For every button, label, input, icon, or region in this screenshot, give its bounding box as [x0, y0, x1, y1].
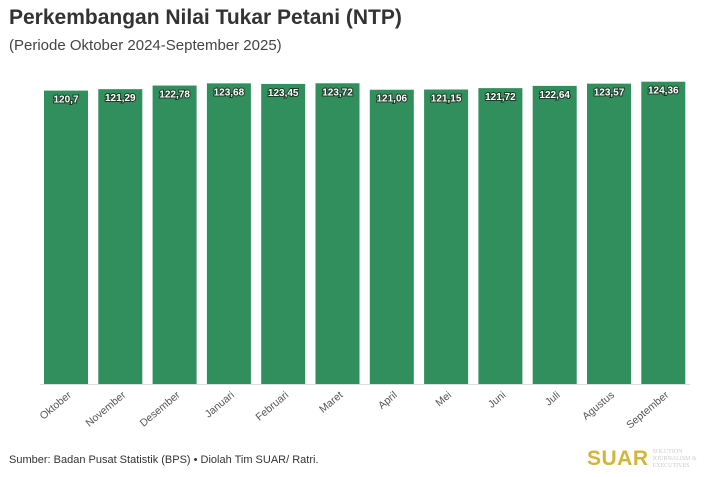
x-tick-label: Desember: [138, 389, 183, 430]
bar-juli[interactable]: [532, 85, 577, 384]
x-tick-label: Mei: [433, 389, 454, 409]
x-tick-label: Januari: [203, 389, 237, 420]
data-label: 123,45: [268, 88, 299, 99]
bar-april[interactable]: [369, 89, 414, 384]
x-tick-label: Februari: [253, 389, 291, 423]
x-tick-label: April: [376, 389, 400, 412]
bar-mei[interactable]: [424, 89, 469, 385]
data-label: 121,06: [377, 94, 408, 105]
data-label: 121,72: [485, 92, 516, 103]
x-tick-label: Juli: [543, 389, 563, 408]
chart-subtitle: (Periode Oktober 2024-September 2025): [9, 37, 282, 54]
data-label: 123,68: [214, 87, 245, 98]
x-tick-label: Juni: [486, 389, 508, 411]
x-tick-label: Agustus: [580, 389, 617, 423]
logo-text: SUAR: [587, 447, 649, 470]
x-tick-label: Oktober: [38, 389, 75, 423]
data-label: 121,29: [105, 93, 136, 104]
data-label: 123,72: [322, 87, 353, 98]
bar-agustus[interactable]: [587, 83, 631, 384]
bar-maret[interactable]: [315, 83, 360, 384]
suar-logo: SUAR SOLUTION JOURNALISM & EXECUTIVES: [587, 447, 711, 471]
x-tick-label: November: [83, 389, 128, 430]
bar-september[interactable]: [641, 81, 686, 385]
x-tick-label: Maret: [317, 389, 345, 415]
bar-oktober[interactable]: [44, 90, 88, 385]
data-label: 123,57: [594, 88, 625, 99]
data-label: 122,64: [539, 90, 570, 101]
data-label: 122,78: [159, 90, 190, 101]
bar-desember[interactable]: [152, 85, 197, 384]
data-label: 124,36: [648, 86, 679, 97]
data-label: 121,15: [431, 94, 462, 105]
chart-title: Perkembangan Nilai Tukar Petani (NTP): [9, 6, 402, 29]
bar-juni[interactable]: [478, 88, 523, 384]
bar-februari[interactable]: [261, 83, 306, 384]
source-note: Sumber: Badan Pusat Statistik (BPS) • Di…: [9, 454, 319, 466]
bar-chart: 120,7 Oktober 121,29 November 122,78 Desember…: [38, 81, 690, 432]
data-label: 120,7: [53, 95, 78, 106]
logo-tagline: SOLUTION JOURNALISM & EXECUTIVES: [652, 448, 697, 469]
bar-januari[interactable]: [206, 83, 251, 385]
x-tick-label: September: [624, 389, 671, 432]
bar-november[interactable]: [98, 89, 143, 384]
